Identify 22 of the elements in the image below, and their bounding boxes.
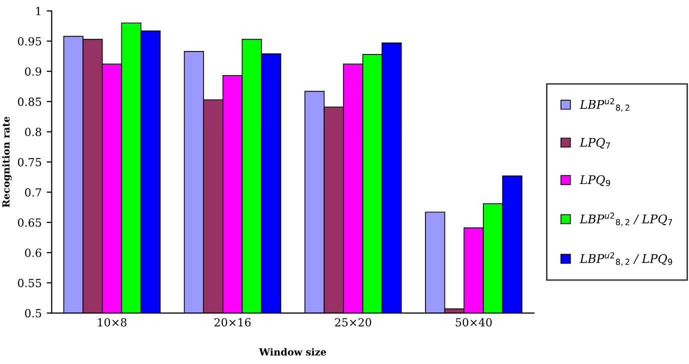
x-tick-label: 10×8 [98, 318, 126, 326]
y-tick-label: 0.75 [18, 158, 42, 166]
x-tick-label: 25×20 [335, 318, 372, 326]
y-tick-label: 0.7 [25, 188, 42, 197]
legend-label: LPQ$_{7}$ [580, 138, 610, 149]
legend-label: LBP$^{u2}$$_{8,2}$ [580, 98, 630, 112]
legend-label: LBP$^{u2}$$_{8,2}$ / LPQ$_{9}$ [580, 252, 672, 266]
y-tick-label: 0.95 [18, 37, 42, 46]
y-tick-label: 0.8 [25, 128, 42, 136]
x-axis-title: Window size [259, 348, 326, 356]
x-tick-label: 50×40 [456, 318, 492, 326]
y-axis-title: Recognition rate [2, 116, 12, 208]
y-tick-label: 1 [36, 6, 40, 16]
legend-label: LBP$^{u2}$$_{8,2}$ / LPQ$_{7}$ [580, 212, 672, 226]
y-tick-label: 0.85 [18, 98, 42, 106]
x-tick-label: 20×16 [214, 318, 251, 326]
y-tick-label: 0.9 [25, 67, 42, 76]
legend-label: LPQ$_{9}$ [580, 175, 610, 186]
y-tick-label: 0.55 [18, 278, 42, 288]
y-tick-label: 0.6 [25, 248, 42, 257]
y-tick-label: 0.65 [18, 218, 42, 227]
y-tick-label: 0.5 [25, 309, 42, 318]
